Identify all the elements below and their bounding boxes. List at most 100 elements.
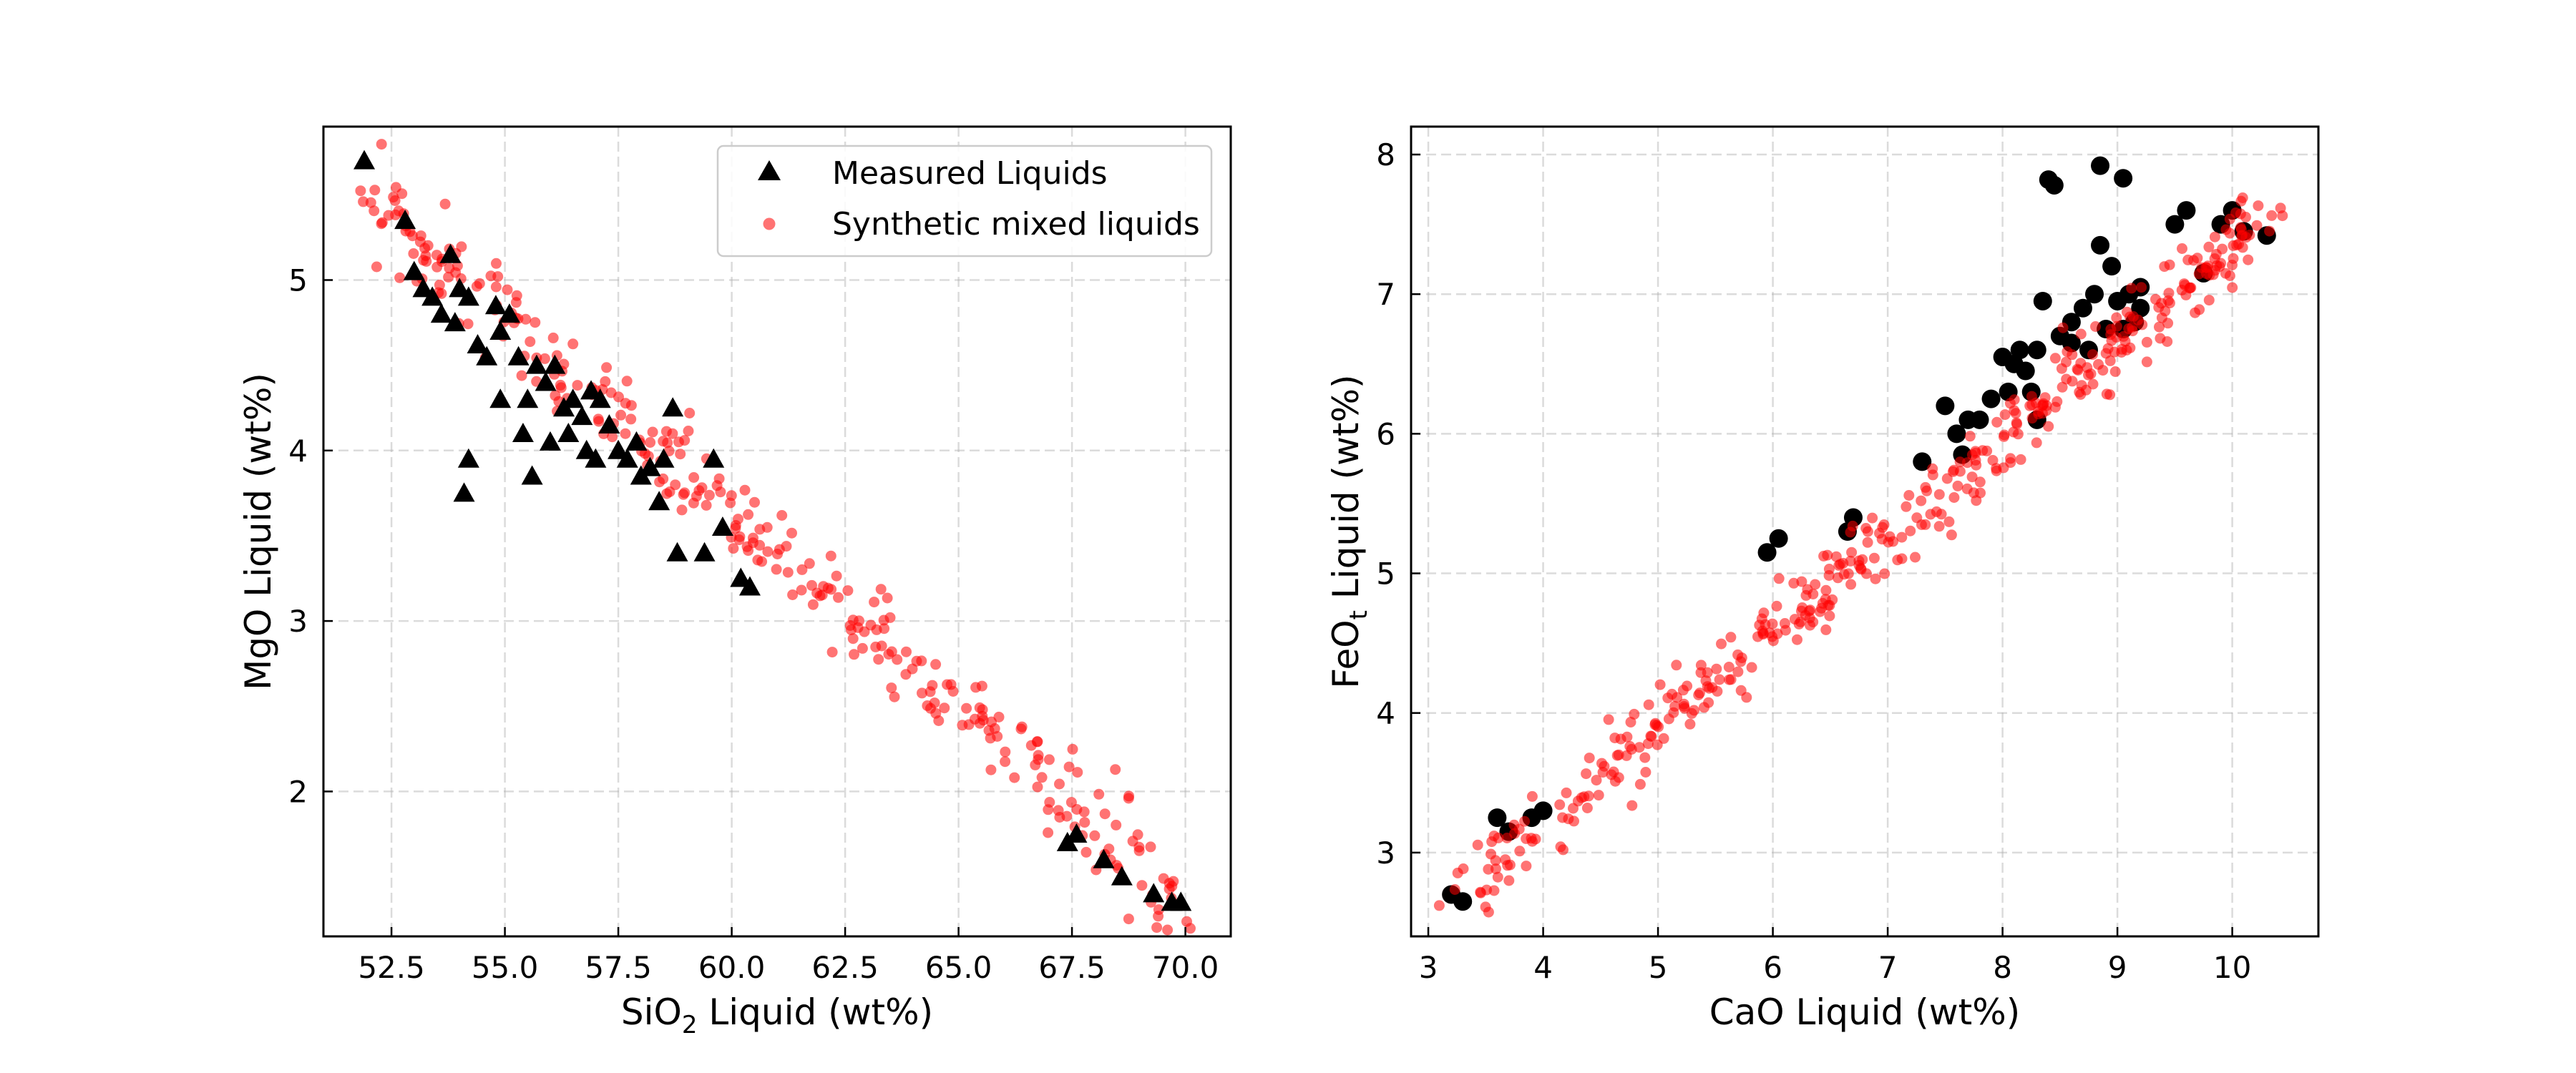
synthetic-point: [1629, 708, 1640, 720]
y-axis-label: FeOt Liquid (wt%): [1325, 374, 1373, 688]
synthetic-point: [1927, 469, 1938, 481]
synthetic-point: [358, 196, 369, 207]
synthetic-point: [2012, 428, 2024, 440]
measured-point: [394, 210, 416, 230]
synthetic-point: [452, 260, 463, 271]
synthetic-point: [1624, 740, 1636, 752]
synthetic-point: [376, 139, 387, 150]
synthetic-point: [2037, 399, 2049, 411]
synthetic-point: [1961, 457, 1973, 469]
synthetic-point: [1868, 552, 1880, 564]
measured-point: [2177, 201, 2196, 220]
measured-point: [1936, 396, 1955, 416]
synthetic-point: [892, 654, 903, 665]
synthetic-point: [985, 764, 997, 775]
synthetic-point: [1746, 662, 1757, 673]
measured-point: [571, 406, 593, 426]
measured-point: [557, 422, 580, 442]
synthetic-point: [884, 612, 896, 623]
synthetic-point: [1613, 749, 1624, 760]
synthetic-point: [1933, 521, 1945, 532]
synthetic-point: [550, 390, 561, 401]
synthetic-point: [572, 380, 583, 391]
measured-point: [575, 439, 597, 459]
synthetic-point: [490, 281, 502, 293]
synthetic-point: [1000, 746, 1011, 758]
synthetic-point: [1954, 466, 1966, 477]
x-tick-label: 3: [1419, 950, 1438, 985]
synthetic-point: [826, 647, 838, 658]
axis-ticks: 3 4 5 6 7 8 9 10 3 4 5 6 7 8: [1376, 137, 2251, 985]
synthetic-point: [2137, 319, 2148, 330]
synthetic-point: [1941, 473, 1953, 484]
synthetic-point: [1492, 871, 1503, 883]
synthetic-point: [2177, 243, 2187, 254]
synthetic-point: [1818, 550, 1830, 562]
synthetic-point: [2220, 268, 2231, 279]
synthetic-point: [620, 428, 631, 439]
synthetic-point: [2141, 336, 2152, 348]
synthetic-point: [456, 241, 467, 253]
measured-point: [1453, 892, 1473, 911]
synthetic-point: [859, 626, 870, 637]
synthetic-point: [1780, 624, 1791, 636]
synthetic-point: [961, 702, 972, 714]
synthetic-point: [2251, 220, 2263, 231]
synthetic-point: [1079, 817, 1091, 828]
synthetic-point: [471, 280, 482, 292]
synthetic-point: [510, 297, 522, 308]
x-tick-label: 9: [2108, 950, 2127, 985]
synthetic-point: [1800, 609, 1811, 621]
synthetic-point: [1823, 564, 1835, 574]
synthetic-point: [1921, 485, 1933, 496]
synthetic-point: [762, 546, 774, 557]
synthetic-point: [1896, 531, 1908, 543]
synthetic-point: [1645, 730, 1657, 742]
synthetic-point: [1991, 463, 2002, 474]
synthetic-point: [390, 209, 401, 220]
synthetic-point: [1925, 509, 1936, 520]
y-tick-label: 8: [1376, 137, 1395, 172]
measured-point: [1533, 801, 1553, 820]
measured-point: [738, 576, 761, 596]
synthetic-point: [1767, 618, 1778, 629]
synthetic-point: [2049, 353, 2061, 364]
synthetic-point: [2156, 298, 2167, 309]
measured-point: [421, 286, 444, 306]
synthetic-point: [444, 263, 455, 274]
synthetic-point: [963, 719, 975, 730]
synthetic-point: [1521, 861, 1532, 872]
synthetic-point: [2111, 320, 2122, 332]
synthetic-point: [1015, 723, 1027, 735]
synthetic-point: [1136, 880, 1148, 891]
synthetic-point: [1654, 679, 1666, 690]
synthetic-point: [647, 426, 658, 438]
synthetic-point: [826, 584, 837, 595]
synthetic-point: [1634, 778, 1646, 790]
synthetic-point: [869, 597, 880, 608]
synthetic-point: [605, 387, 617, 398]
synthetic-point: [1845, 579, 1857, 590]
synthetic-point: [1449, 884, 1460, 895]
plot-frame: [322, 125, 1232, 938]
synthetic-point: [1054, 778, 1065, 790]
measured-point: [540, 431, 561, 451]
measured-point: [2010, 340, 2029, 360]
synthetic-point: [743, 509, 754, 520]
synthetic-point: [2093, 358, 2104, 370]
synthetic-point: [1752, 631, 1763, 642]
synthetic-point: [2264, 225, 2275, 237]
synthetic-point: [1658, 733, 1669, 744]
synthetic-point: [620, 398, 631, 409]
synthetic-point: [2275, 202, 2286, 214]
x-axis-label: CaO Liquid (wt%): [1709, 991, 2021, 1033]
synthetic-point: [703, 489, 715, 501]
synthetic-point: [1581, 768, 1592, 780]
synthetic-point: [555, 379, 566, 391]
measured-point: [616, 448, 638, 468]
measured-point: [1065, 823, 1088, 843]
synthetic-point: [1581, 803, 1593, 813]
synthetic-point: [701, 499, 712, 511]
y-tick-label: 7: [1376, 277, 1395, 312]
synthetic-point: [1966, 471, 1978, 483]
